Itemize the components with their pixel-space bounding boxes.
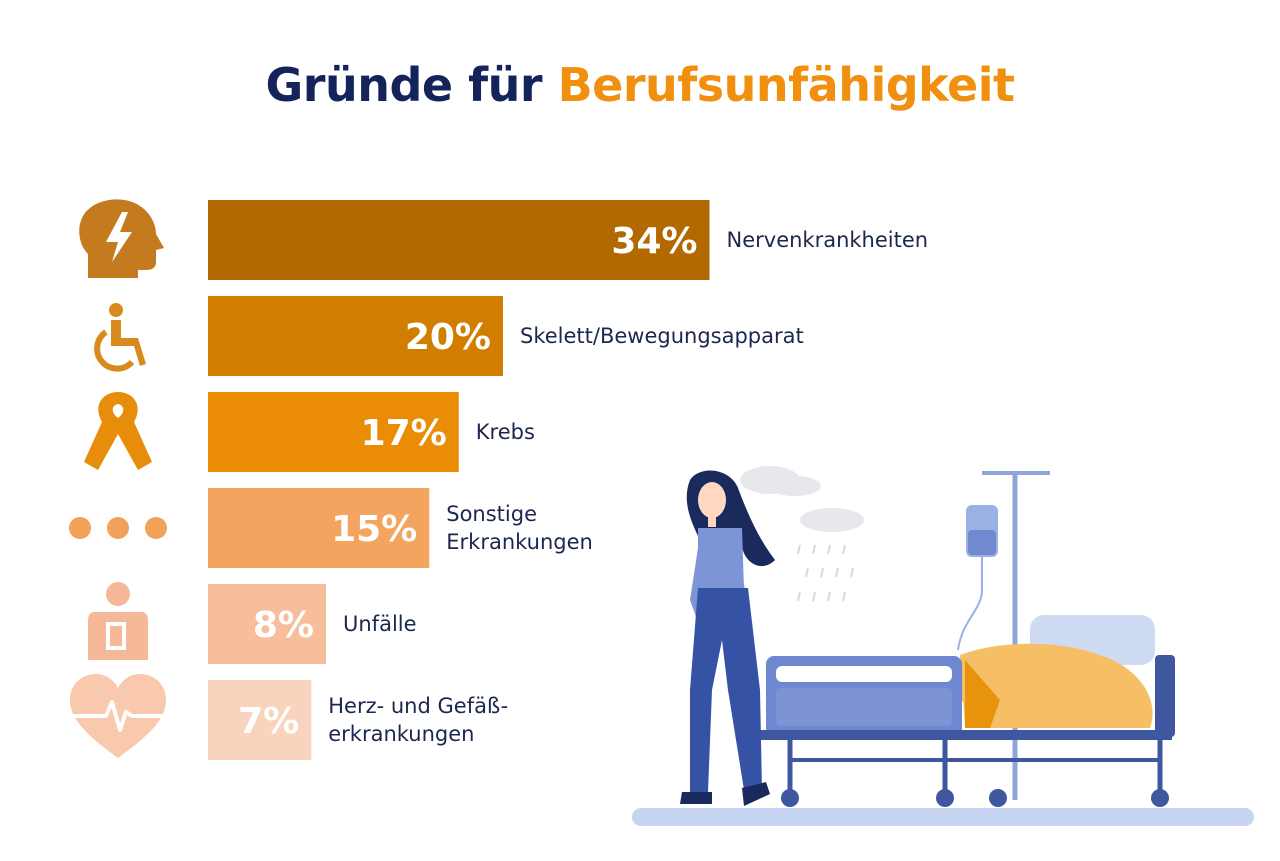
- wheelchair-icon: [94, 303, 146, 372]
- iv-stand: [957, 471, 1050, 800]
- category-label-line: Sonstige: [446, 502, 537, 526]
- bar-3: [208, 392, 459, 472]
- hospital-bed: [760, 615, 1175, 807]
- heart-pulse-icon: [70, 674, 166, 758]
- sad-woman-figure: [680, 470, 775, 806]
- title-part-2: Berufsunfähigkeit: [557, 58, 1015, 112]
- category-label: Nervenkrankheiten: [727, 228, 929, 252]
- bar-2: [208, 296, 503, 376]
- hospital-illustration: [632, 466, 1254, 826]
- bar-1: [208, 200, 710, 280]
- bar-4: [208, 488, 430, 568]
- category-label-line: Erkrankungen: [446, 530, 593, 554]
- bar-value-label: 34%: [611, 221, 697, 262]
- category-label-line: Krebs: [476, 420, 535, 444]
- bar-value-label: 15%: [331, 509, 417, 550]
- chart-title: Gründe für Berufsunfähigkeit: [0, 58, 1280, 112]
- category-label: Sonstige Erkrankungen: [446, 502, 593, 554]
- bars: 34% Nervenkrankheiten 20% Skelett/Bewegungs…: [208, 200, 928, 760]
- bar-value-label: 7%: [238, 701, 299, 742]
- cancer-ribbon-icon: [84, 392, 152, 470]
- bar-value-label: 20%: [405, 317, 491, 358]
- category-label-line: Herz- und Gefäß-: [328, 694, 508, 718]
- bar-6: [208, 680, 312, 760]
- category-icons: [69, 199, 167, 758]
- title-part-1: Gründe für: [265, 58, 543, 112]
- category-label: Skelett/Bewegungsapparat: [520, 324, 804, 348]
- category-label: Krebs: [476, 420, 535, 444]
- category-label: Unfälle: [343, 612, 417, 636]
- rain-cloud-icon: [740, 466, 864, 602]
- floor: [632, 808, 1254, 826]
- category-label-line: Nervenkrankheiten: [727, 228, 929, 252]
- bar-value-label: 17%: [361, 413, 447, 454]
- injured-person-icon: [88, 582, 148, 660]
- category-label-line: Skelett/Bewegungsapparat: [520, 324, 804, 348]
- head-lightning-icon: [79, 199, 164, 278]
- dots-icon: [69, 517, 167, 539]
- category-label: Herz- und Gefäß-erkrankungen: [328, 694, 508, 746]
- bar-5: [208, 584, 326, 664]
- bar-value-label: 8%: [253, 605, 314, 646]
- category-label-line: Unfälle: [343, 612, 417, 636]
- category-label-line: erkrankungen: [328, 722, 474, 746]
